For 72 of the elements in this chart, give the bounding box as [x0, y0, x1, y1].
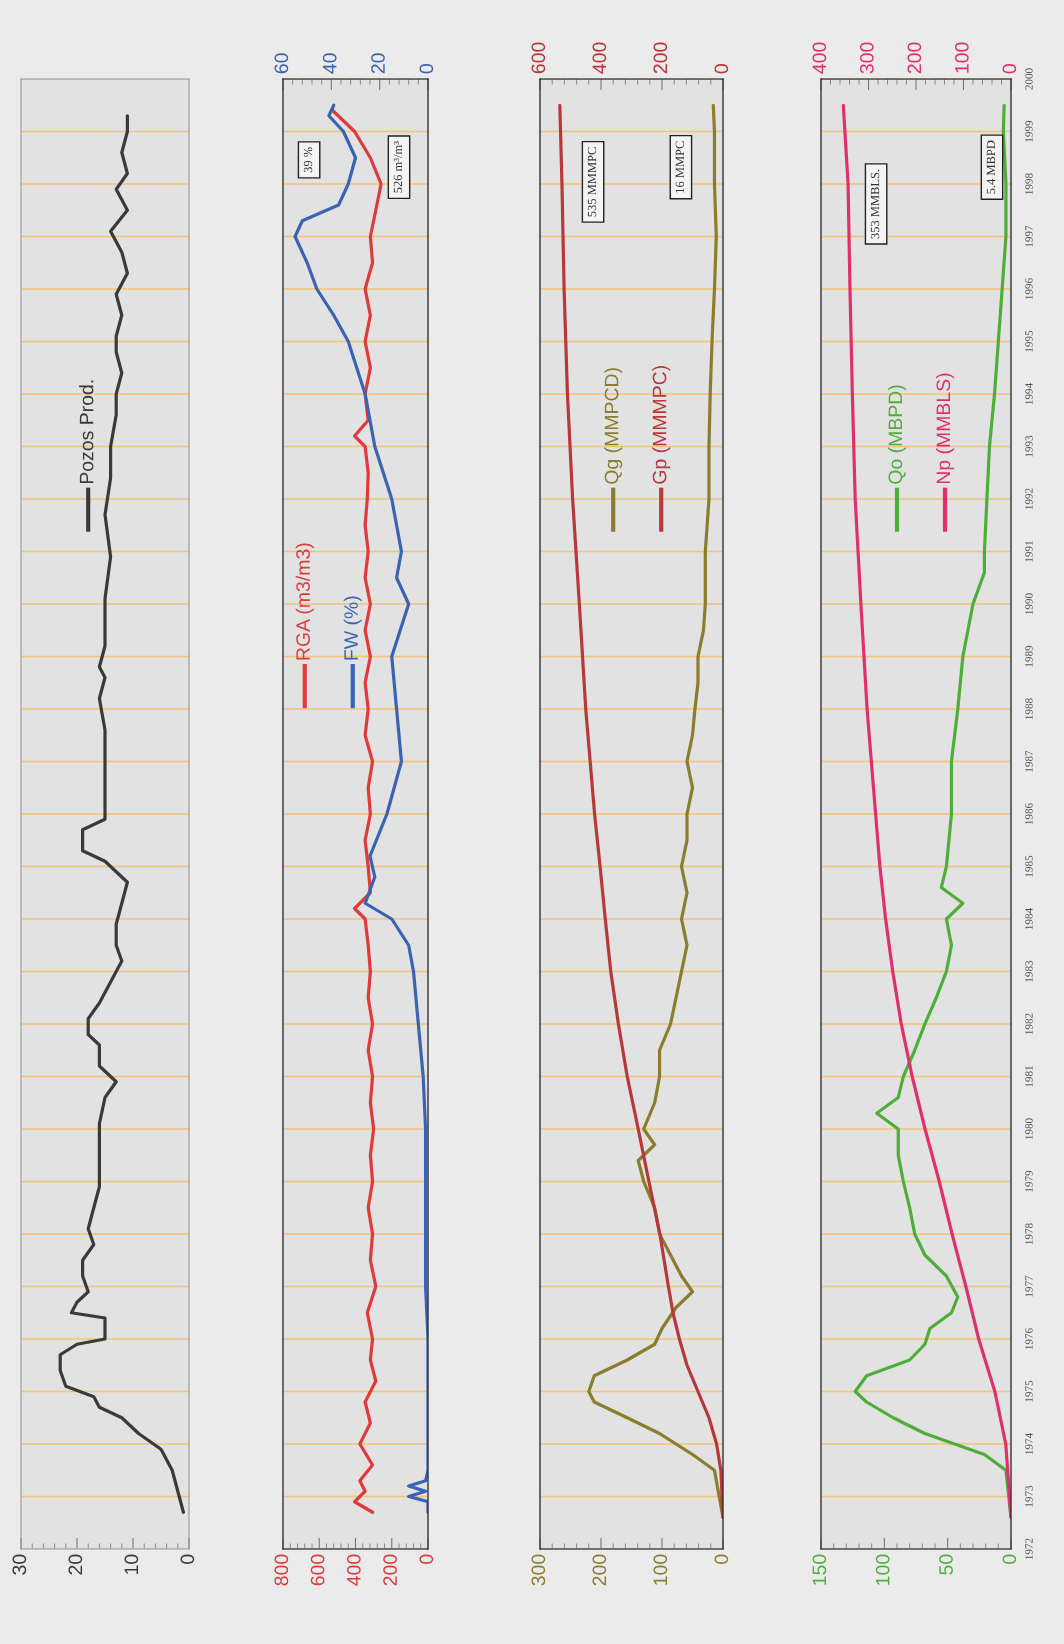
x2-tick-label: 200 — [907, 42, 922, 74]
x2-tick-label: 100 — [954, 42, 969, 73]
y-tick-label: 1991 — [1025, 541, 1033, 562]
x-tick-label: 30 — [12, 1554, 27, 1575]
x-tick-label: 0 — [180, 1554, 195, 1564]
y-tick-label: 1985 — [1025, 855, 1033, 877]
y-tick-label: 1975 — [1025, 1380, 1033, 1402]
x-tick-label: 0 — [419, 1554, 434, 1564]
y-tick-label: 1988 — [1025, 698, 1033, 720]
x-tick-label: 200 — [592, 1554, 607, 1586]
x2-tick-label: 20 — [371, 53, 385, 74]
y-tick-label: 1983 — [1025, 960, 1033, 982]
x-tick-label: 600 — [310, 1554, 325, 1586]
y-tick-label: 1976 — [1025, 1328, 1033, 1350]
annotation: 535 MMMPC — [587, 147, 597, 217]
y-tick-label: 1977 — [1025, 1275, 1033, 1297]
x2-tick-label: 600 — [531, 42, 546, 74]
y-tick-label: 1987 — [1025, 750, 1033, 772]
y-tick-label: 1999 — [1025, 120, 1033, 142]
y-tick-label: 1998 — [1025, 173, 1033, 195]
y-tick-label: 1997 — [1025, 225, 1033, 247]
y-tick-label: 1978 — [1025, 1223, 1033, 1245]
y-tick-label: 1996 — [1025, 278, 1033, 300]
x-tick-label: 200 — [383, 1554, 397, 1586]
x2-tick-label: 400 — [592, 42, 607, 74]
x-tick-label: 0 — [1002, 1554, 1017, 1564]
text: Pozos Prod. — [79, 380, 94, 484]
x-tick-label: 100 — [875, 1554, 890, 1585]
y-tick-label: 1992 — [1025, 488, 1033, 510]
text: RGA (m3/m3) — [295, 543, 314, 660]
x-tick-label: 300 — [531, 1554, 546, 1586]
x2-tick-label: 0 — [714, 64, 729, 74]
annotation: 353 MMBLS. — [870, 169, 880, 239]
y-tick-label: 1984 — [1025, 908, 1033, 930]
y-tick-label: 2000 — [1025, 68, 1033, 90]
text: Qo (MBPD) — [887, 385, 907, 484]
y-tick-label: 1989 — [1025, 645, 1033, 667]
y-tick-label: 1973 — [1025, 1485, 1033, 1507]
y-tick-label: 1994 — [1025, 383, 1033, 405]
x-tick-label: 20 — [68, 1554, 83, 1575]
text: FW (%) — [343, 596, 362, 660]
x-tick-label: 800 — [274, 1554, 289, 1586]
y-tick-label: 1972 — [1025, 1538, 1033, 1560]
x-tick-label: 150 — [812, 1554, 827, 1585]
y-tick-label: 1982 — [1025, 1013, 1033, 1035]
annotation: 5.4 MBPD — [986, 140, 996, 194]
y-tick-label: 1986 — [1025, 803, 1033, 825]
y-tick-label: 1993 — [1025, 435, 1033, 457]
x-tick-label: 400 — [346, 1554, 361, 1586]
x-tick-label: 10 — [124, 1554, 139, 1574]
x-tick-label: 50 — [939, 1554, 953, 1575]
y-tick-label: 1980 — [1025, 1118, 1033, 1140]
text: Qg (MMPCD) — [604, 368, 623, 484]
x2-tick-label: 400 — [812, 42, 827, 74]
x2-tick-label: 40 — [322, 53, 337, 74]
x2-tick-label: 200 — [653, 42, 668, 74]
y-tick-label: 1981 — [1025, 1066, 1033, 1087]
annotation: 39 % — [303, 147, 313, 173]
y-tick-label: 1990 — [1025, 593, 1033, 615]
y-tick-label: 1974 — [1025, 1433, 1033, 1455]
annotation: 526 m³/m³ — [393, 141, 403, 193]
x2-tick-label: 60 — [274, 53, 289, 74]
x-tick-label: 100 — [653, 1554, 668, 1585]
text: Gp (MMMPC) — [652, 366, 671, 484]
x-tick-label: 0 — [714, 1554, 729, 1564]
x2-tick-label: 300 — [859, 42, 874, 74]
x2-tick-label: 0 — [419, 64, 434, 74]
y-tick-label: 1995 — [1025, 330, 1033, 352]
annotation: 16 MMPC — [675, 141, 685, 193]
x2-tick-label: 0 — [1002, 64, 1017, 74]
text: Np (MMBLS) — [935, 373, 955, 484]
y-tick-label: 1979 — [1025, 1170, 1033, 1192]
